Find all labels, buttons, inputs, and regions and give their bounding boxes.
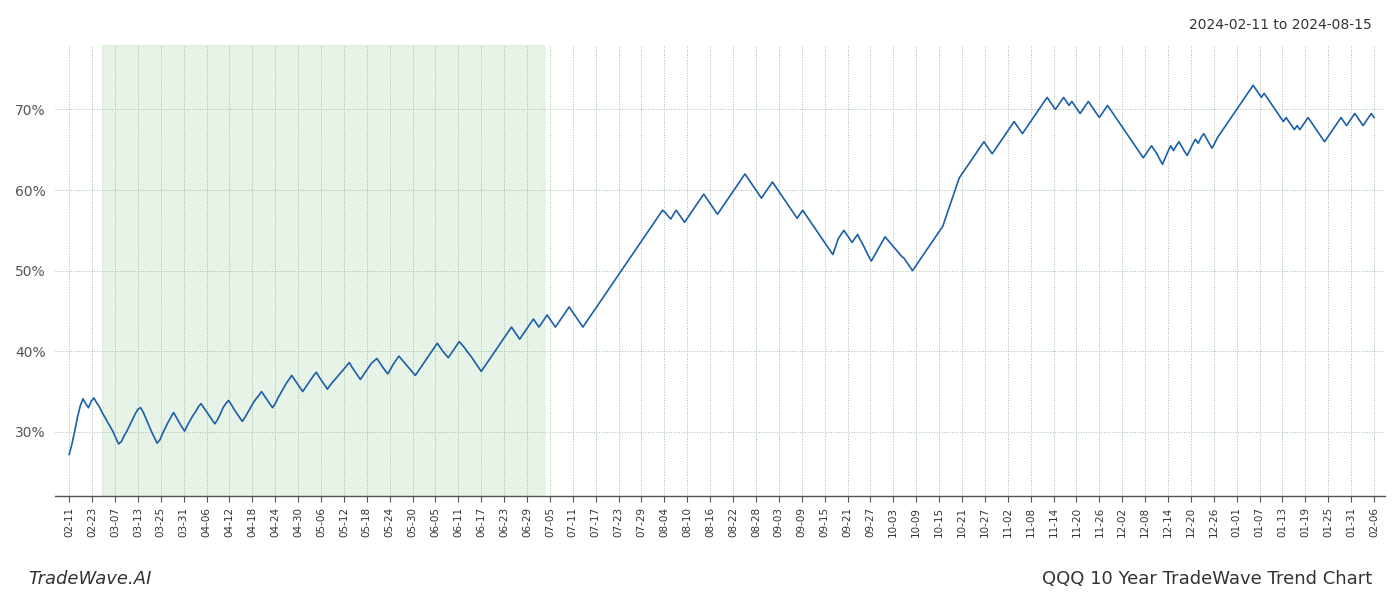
Bar [102,45,545,496]
Text: 2024-02-11 to 2024-08-15: 2024-02-11 to 2024-08-15 [1189,18,1372,32]
Text: QQQ 10 Year TradeWave Trend Chart: QQQ 10 Year TradeWave Trend Chart [1042,570,1372,588]
Text: TradeWave.AI: TradeWave.AI [28,570,151,588]
